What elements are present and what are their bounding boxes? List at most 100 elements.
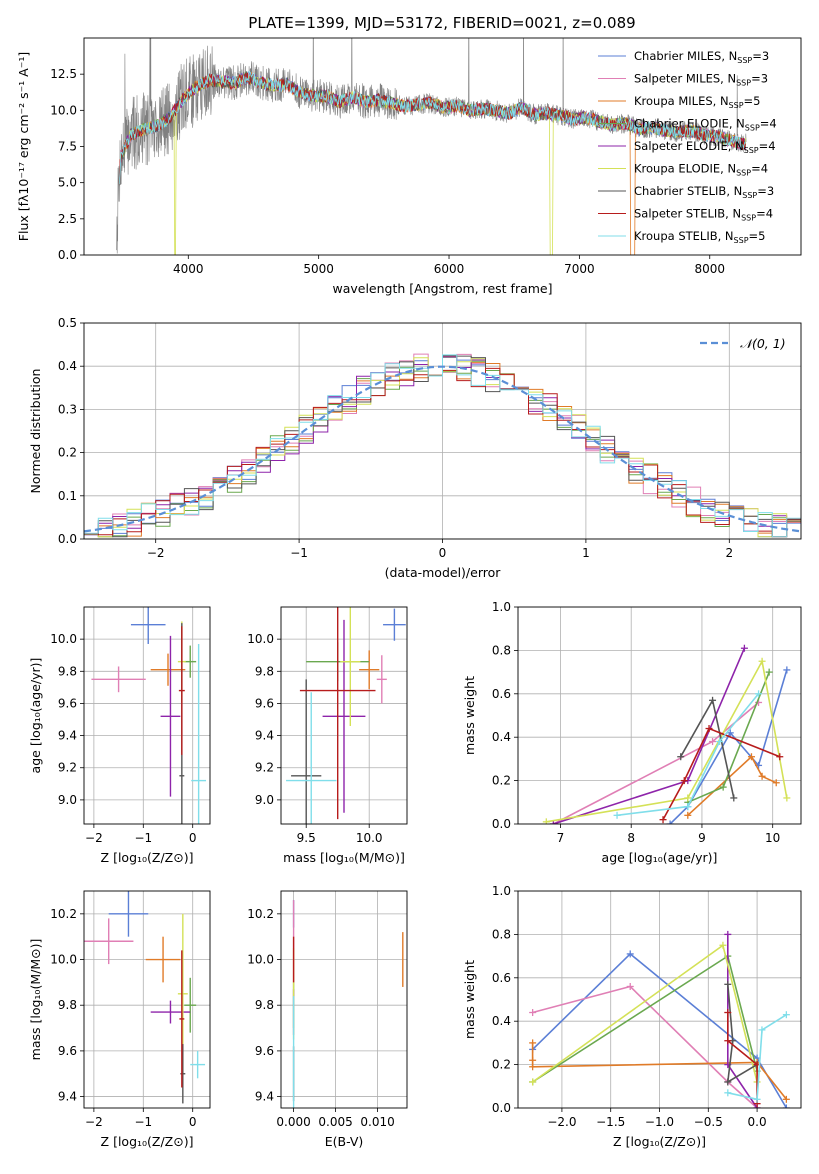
- age-vs-mass-ytick-label: 9.6: [255, 696, 274, 710]
- mass-vs-ebv-ytick-label: 9.6: [255, 1044, 274, 1058]
- mass-weight-vs-z-xtick-label: 0.0: [748, 1115, 767, 1129]
- mass-weight-vs-z-marker-2-1: [529, 1009, 537, 1017]
- age-vs-z-ytick-label: 9.2: [58, 761, 77, 775]
- mass-weight-vs-z-plot-area: [518, 891, 801, 1108]
- mass-vs-z-xtick-label: −1: [134, 1115, 152, 1129]
- mass-weight-vs-z-ytick-label: 0.8: [492, 927, 511, 941]
- residuals-ytick-label: 0.3: [58, 402, 77, 416]
- age-vs-mass-panel: 9.5 10.0 9.0 9.2 9.4 9.6 9.8 10.0 mass [log₁₀(M/…: [247, 606, 408, 865]
- residual-histogram-9: [84, 354, 801, 539]
- legend-label-2: Salpeter MILES, NSSP=3: [634, 72, 768, 88]
- mass-weight-vs-z-marker-7-3: [724, 1078, 732, 1086]
- mass-weight-vs-age-marker-8-3: [705, 725, 713, 733]
- mass-weight-vs-z-marker-9-1: [724, 1089, 732, 1097]
- mass-weight-vs-z-marker-2-2: [626, 982, 634, 990]
- mass-vs-z-point-9: [190, 1050, 206, 1079]
- age-vs-mass-point-9: [286, 692, 337, 824]
- age-vs-z-point-3: [150, 653, 186, 686]
- age-vs-z-ytick-label: 9.0: [58, 793, 77, 807]
- mass-vs-ebv-xtick-label: 0.005: [318, 1115, 352, 1129]
- mass-weight-vs-z-ytick-label: 0.4: [492, 1014, 511, 1028]
- mass-weight-vs-z-frame: [517, 890, 802, 1109]
- mass-vs-ebv-ytick-label: 10.0: [247, 953, 274, 967]
- age-vs-mass-point-3: [359, 650, 380, 689]
- age-vs-mass-point-5: [322, 619, 366, 813]
- mass-weight-vs-age-marker-4-3: [765, 668, 773, 676]
- mass-weight-vs-z-marker-9-3: [758, 1026, 766, 1034]
- mass-weight-vs-z-ytick-label: 0.0: [492, 1101, 511, 1115]
- mass-weight-vs-age-marker-1-3: [726, 729, 734, 737]
- figure-title: PLATE=1399, MJD=53172, FIBERID=0021, z=0…: [248, 14, 635, 32]
- mass-vs-ebv-xlabel: E(B-V): [325, 1134, 364, 1149]
- mass-weight-vs-age-marker-7-2: [709, 696, 717, 704]
- age-vs-z-point-2: [91, 666, 146, 693]
- mass-weight-vs-age-marker-3-3: [758, 772, 766, 780]
- mass-vs-ebv-xtick-label: 0.010: [360, 1115, 394, 1129]
- mass-weight-vs-age-marker-7-3: [730, 794, 738, 802]
- age-vs-mass-point-7: [291, 679, 322, 824]
- mass-weight-vs-age-marker-8-1: [659, 816, 667, 824]
- spectrum-legend: Chabrier MILES, NSSP=3 Salpeter MILES, NS…: [598, 49, 777, 245]
- residuals-plot-area: [84, 323, 801, 539]
- mass-weight-vs-age-marker-6-3: [758, 657, 766, 665]
- mass-weight-vs-z-xtick-label: −1.0: [645, 1115, 674, 1129]
- age-vs-mass-ytick-label: 9.8: [255, 664, 274, 678]
- mass-weight-vs-z-marker-1-2: [626, 950, 634, 958]
- model-spectrum-8: [118, 72, 747, 185]
- mass-weight-vs-z-marker-3-3: [529, 1063, 537, 1071]
- age-vs-z-xlabel: Z [log₁₀(Z/Z⊙)]: [101, 850, 194, 865]
- mass-weight-vs-age-marker-1-5: [783, 666, 791, 674]
- mass-weight-vs-age-ytick-label: 0.2: [492, 774, 511, 788]
- mass-weight-vs-age-ytick-label: 0.0: [492, 817, 511, 831]
- age-vs-z-point-5: [160, 635, 181, 797]
- mass-weight-vs-age-xtick-label: 8: [627, 831, 635, 845]
- mass-weight-vs-z-ytick-label: 1.0: [492, 884, 511, 898]
- spectrum-ytick-label: 7.5: [58, 140, 77, 154]
- mass-weight-vs-age-ytick-label: 0.6: [492, 687, 511, 701]
- legend-label-6: Kroupa ELODIE, NSSP=4: [634, 162, 768, 178]
- mass-weight-vs-age-xlabel: age [log₁₀(age/yr)]: [602, 850, 718, 865]
- mass-weight-vs-age-ylabel: mass weight: [462, 676, 477, 755]
- mass-vs-z-point-8: [179, 950, 185, 1088]
- mass-weight-vs-z-series-1: [532, 952, 788, 1108]
- age-vs-z-frame: [83, 606, 211, 825]
- mass-weight-vs-age-xtick-label: 7: [557, 831, 565, 845]
- age-vs-mass-xlabel: mass [log₁₀(M/M⊙)]: [283, 850, 405, 865]
- age-vs-z-xtick-label: −1: [134, 831, 152, 845]
- mass-weight-vs-z-marker-6-2: [719, 941, 727, 949]
- residuals-ytick-label: 0.2: [58, 446, 77, 460]
- age-vs-mass-ytick-label: 10.0: [247, 632, 274, 646]
- age-vs-z-point-4: [184, 645, 197, 678]
- mass-vs-z-point-5: [150, 1000, 191, 1024]
- mass-weight-vs-z-xtick-label: −0.5: [694, 1115, 723, 1129]
- spectrum-xtick-label: 6000: [434, 262, 465, 276]
- legend-label-1: Chabrier MILES, NSSP=3: [634, 49, 769, 65]
- mass-weight-vs-age-marker-4-2: [719, 783, 727, 791]
- age-vs-z-ylabel: age [log₁₀(age/yr)]: [28, 658, 43, 774]
- mass-weight-vs-z-xtick-label: −1.5: [596, 1115, 625, 1129]
- legend-label-3: Kroupa MILES, NSSP=5: [634, 94, 760, 110]
- mass-weight-vs-age-series-9: [616, 693, 760, 817]
- age-vs-mass-point-8: [299, 607, 376, 820]
- mass-vs-z-ytick-label: 9.6: [58, 1044, 77, 1058]
- age-vs-z-point-8: [178, 626, 185, 755]
- residuals-xtick-label: −1: [290, 546, 308, 560]
- model-spectrum-9: [118, 70, 746, 185]
- mass-weight-vs-age-marker-8-2: [680, 777, 688, 785]
- mass-vs-z-ytick-label: 9.8: [58, 998, 77, 1012]
- mass-weight-vs-age-marker-3-1: [684, 811, 692, 819]
- mass-weight-vs-z-marker-7-1: [724, 980, 732, 988]
- age-vs-mass-ytick-label: 9.0: [255, 793, 274, 807]
- mass-weight-vs-z-marker-6-1: [529, 1078, 537, 1086]
- mass-vs-ebv-ytick-label: 9.8: [255, 998, 274, 1012]
- mass-weight-vs-age-marker-6-1: [542, 818, 550, 824]
- age-vs-mass-point-1: [383, 608, 406, 641]
- legend-label-7: Chabrier STELIB, NSSP=3: [634, 184, 774, 200]
- mass-vs-z-panel: −2 −1 0 9.4 9.6 9.8 10.0 10.2 Z [log₁₀(Z/Z⊙)] mas…: [28, 890, 211, 1149]
- mass-vs-z-ylabel: mass [log₁₀(M/M⊙)]: [28, 939, 43, 1061]
- mass-weight-vs-age-marker-6-4: [783, 794, 791, 802]
- mass-weight-vs-age-series-8: [662, 727, 781, 821]
- legend-label-9: Kroupa STELIB, NSSP=5: [634, 229, 765, 245]
- mass-weight-vs-z-marker-9-2: [753, 1095, 761, 1103]
- mass-vs-z-point-3: [145, 936, 181, 983]
